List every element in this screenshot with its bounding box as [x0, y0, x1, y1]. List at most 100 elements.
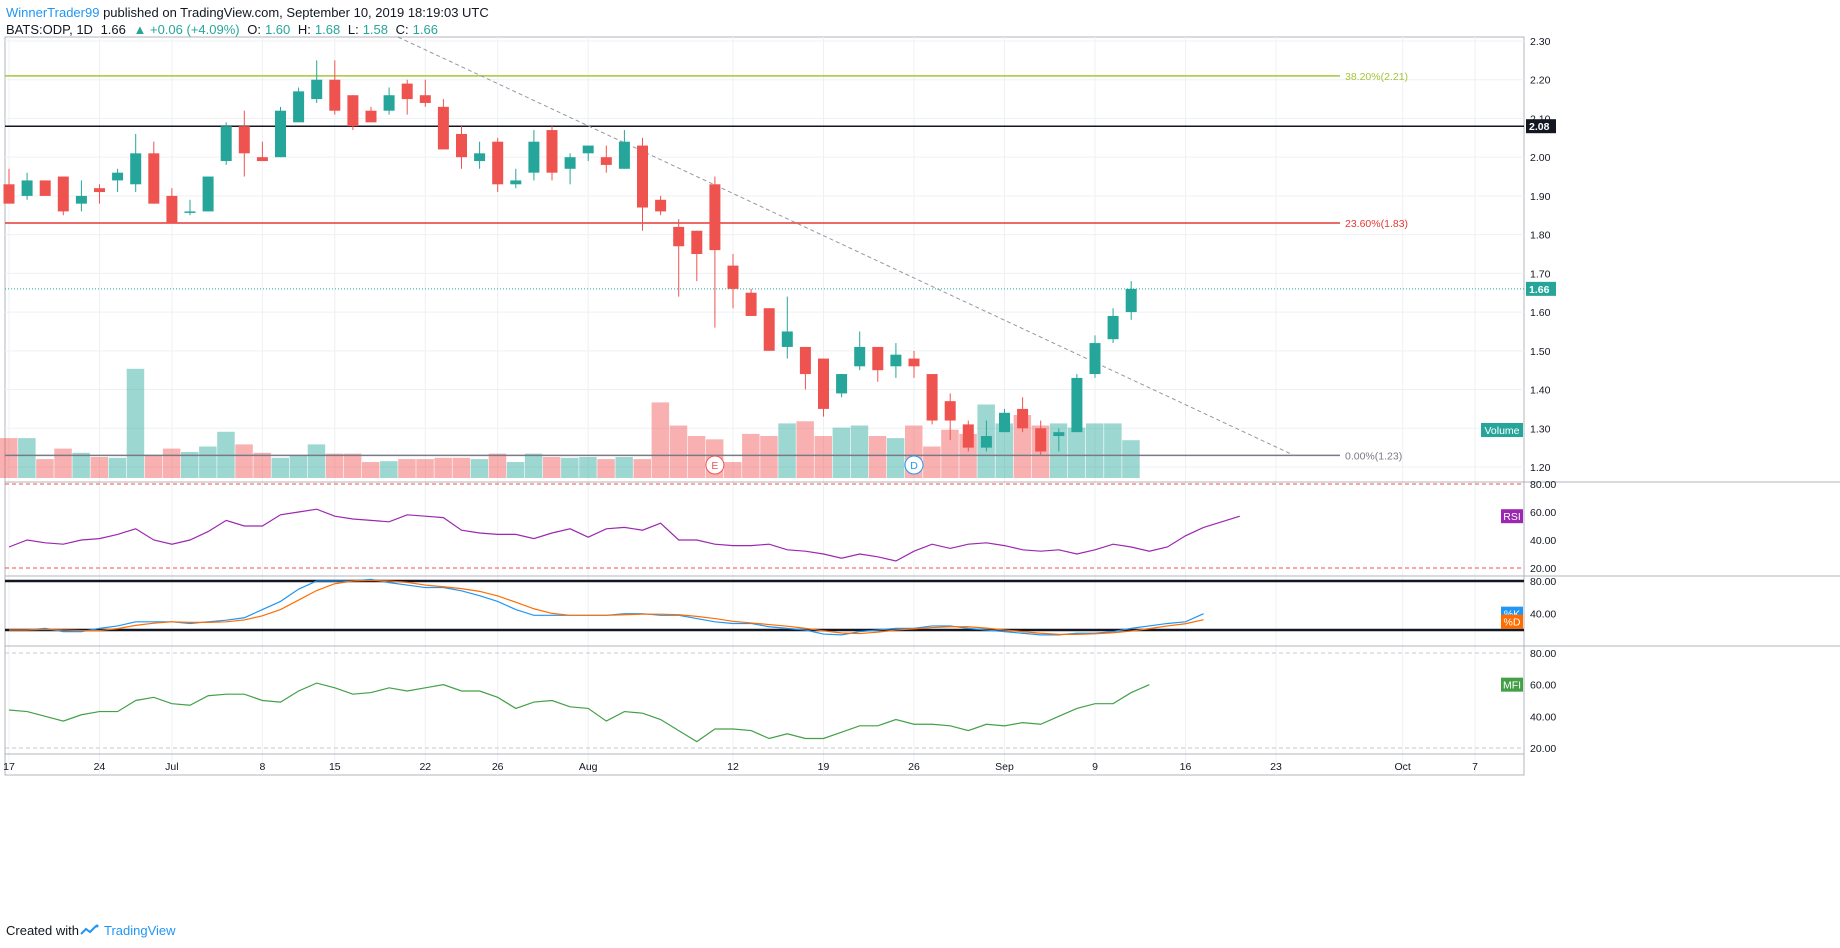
time-tick-label: 12: [727, 761, 739, 773]
candle-body: [275, 110, 286, 158]
time-tick-label: 7: [1472, 761, 1478, 773]
indicator-tick-label: 40.00: [1530, 711, 1556, 723]
candle-body: [75, 195, 87, 204]
time-tick-label: 23: [1270, 761, 1282, 773]
candle-body: [673, 226, 685, 247]
indicator-tick-label: 80.00: [1530, 648, 1556, 660]
tradingview-brand[interactable]: TradingView: [103, 923, 176, 938]
indicator-tick-label: 20.00: [1530, 563, 1556, 575]
volume-bar: [289, 454, 308, 478]
price-tick-label: 1.30: [1530, 423, 1551, 435]
price-tick-label: 1.70: [1530, 268, 1551, 280]
volume-bar: [452, 457, 470, 478]
volume-bar: [814, 436, 832, 478]
volume-bar: [144, 454, 163, 478]
volume-bar: [0, 438, 18, 478]
volume-bar: [488, 453, 507, 478]
candle-body: [1125, 288, 1137, 313]
indicator-tick-label: 40.00: [1530, 609, 1556, 621]
fib-level-label: 38.20%(2.21): [1345, 71, 1408, 83]
indicator-tick-label: 20.00: [1530, 743, 1556, 755]
low-label: L:: [347, 22, 359, 37]
volume-bar: [796, 421, 814, 478]
volume-bar: [72, 452, 90, 478]
high-label: H:: [297, 22, 311, 37]
indicator-line: [8, 508, 1240, 562]
volume-bar: [850, 425, 869, 478]
candle-body: [709, 184, 721, 251]
author-link[interactable]: WinnerTrader99: [6, 5, 100, 20]
time-tick-label: 22: [419, 761, 431, 773]
candle-body: [3, 184, 15, 204]
candle-body: [1035, 428, 1047, 452]
candle-body: [691, 230, 703, 254]
volume-bar: [108, 457, 127, 478]
time-tick-label: 9: [1092, 761, 1098, 773]
volume-bar: [307, 444, 326, 478]
candle-body: [546, 130, 558, 173]
volume-bar: [506, 462, 525, 478]
price-tick-label: 1.50: [1530, 346, 1551, 358]
candle-body: [618, 141, 630, 169]
volume-bar: [162, 448, 181, 478]
candle-body: [745, 292, 757, 316]
candle-body: [202, 176, 214, 212]
candle-body: [637, 145, 648, 208]
volume-bar: [470, 459, 489, 478]
candle-body: [1107, 315, 1119, 340]
candle-body: [39, 180, 51, 196]
volume-bar: [995, 423, 1013, 478]
indicator-line: [9, 578, 1204, 636]
time-tick-label: Jul: [165, 761, 178, 773]
volume-bar: [778, 423, 796, 478]
candle-body: [1089, 343, 1101, 375]
candle-body: [890, 354, 902, 367]
close-value: 1.66: [412, 22, 438, 37]
symbol-line: BATS:ODP, 1D 1.66 ▲ +0.06 (+4.09%) O: 1.6…: [6, 21, 489, 38]
candle-body: [130, 153, 142, 185]
candle-body: [600, 157, 612, 165]
volume-bar: [199, 446, 217, 478]
time-tick-label: 26: [492, 761, 504, 773]
candle-body: [293, 91, 305, 123]
candle-body: [401, 83, 413, 100]
price-tick-label: 1.60: [1530, 307, 1551, 319]
price-tick-label: 1.80: [1530, 230, 1551, 242]
indicator-line: [8, 682, 1150, 743]
last-price-label: 1.66: [1529, 284, 1550, 296]
volume-bar: [271, 457, 289, 478]
candle-body: [419, 95, 431, 103]
time-tick-label: Aug: [579, 761, 598, 773]
price-tick-label: 2.00: [1530, 152, 1551, 164]
volume-bar: [543, 457, 561, 478]
volume-bar: [941, 429, 959, 478]
indicator-line: [9, 579, 1204, 635]
volume-bar: [724, 462, 742, 478]
last-price: 1.66: [100, 22, 126, 37]
indicator-tick-label: 80.00: [1530, 576, 1556, 588]
volume-bar: [126, 368, 145, 478]
candle-body: [1053, 432, 1065, 437]
volume-bar: [561, 457, 579, 478]
candle-body: [383, 95, 395, 111]
candle-body: [1017, 408, 1029, 429]
volume-bar: [886, 438, 905, 478]
last-price-tag: [1526, 281, 1556, 296]
created-with-text: Created with: [6, 923, 79, 938]
candle-body: [1071, 377, 1083, 433]
volume-bar: [325, 453, 344, 478]
high-value: 1.68: [314, 22, 341, 37]
indicator-tag: [1501, 509, 1523, 524]
symbol-name[interactable]: BATS:ODP, 1D: [6, 22, 93, 37]
volume-bar: [524, 453, 543, 478]
candle-body: [818, 358, 829, 409]
candle-body: [365, 110, 377, 123]
open-value: 1.60: [264, 22, 291, 37]
candle-body: [166, 195, 178, 224]
candle-body: [311, 79, 323, 100]
volume-bar: [343, 453, 362, 478]
indicator-tag-label: %D: [1504, 617, 1521, 629]
volume-bar: [1086, 423, 1104, 478]
close-label: C:: [395, 22, 409, 37]
